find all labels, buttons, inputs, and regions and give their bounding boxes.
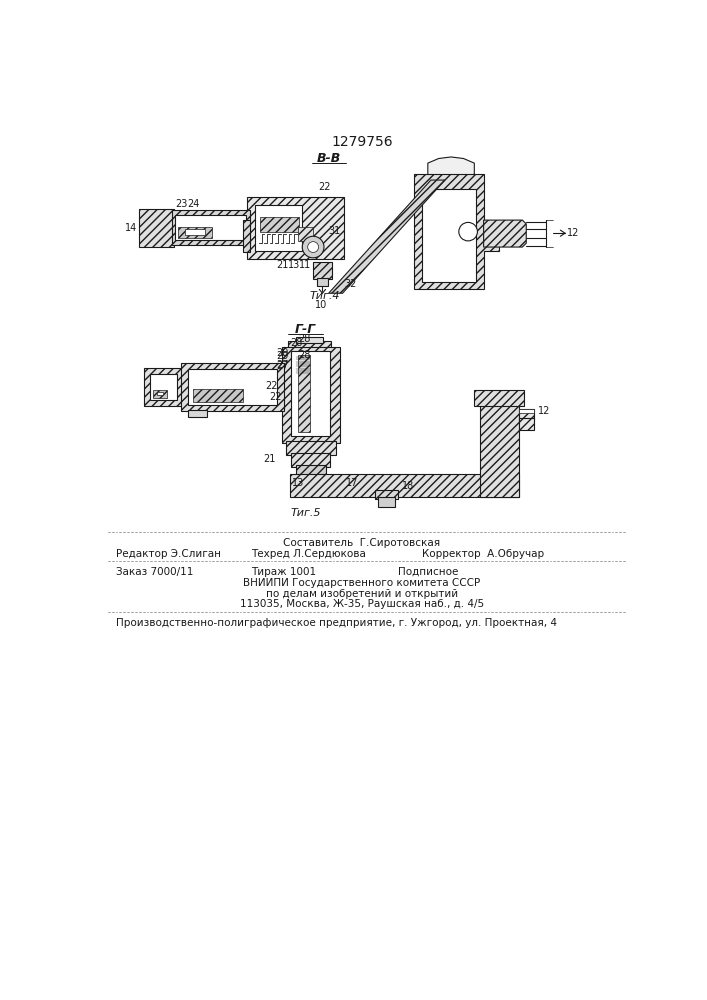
Bar <box>193 389 243 402</box>
Text: 32: 32 <box>344 279 356 289</box>
Circle shape <box>308 242 319 252</box>
Bar <box>185 229 204 235</box>
Bar <box>298 355 310 432</box>
Text: 12: 12 <box>538 406 550 416</box>
Text: 11: 11 <box>299 260 312 270</box>
Bar <box>151 374 177 400</box>
Text: Редактор Э.Слиган: Редактор Э.Слиган <box>115 549 221 559</box>
Text: 17: 17 <box>346 478 358 488</box>
Text: 21: 21 <box>276 260 288 270</box>
Text: 23: 23 <box>175 199 187 209</box>
Text: 29: 29 <box>276 351 288 361</box>
Bar <box>313 262 332 279</box>
Polygon shape <box>329 180 445 293</box>
Bar <box>182 363 284 411</box>
Circle shape <box>303 236 324 258</box>
Bar <box>177 227 212 238</box>
Text: Производственно-полиграфическое предприятие, г. Ужгород, ул. Проектная, 4: Производственно-полиграфическое предприя… <box>115 618 556 628</box>
Bar <box>296 337 323 343</box>
Text: 31: 31 <box>329 226 341 236</box>
Polygon shape <box>484 220 526 247</box>
Text: 1279756: 1279756 <box>331 135 393 149</box>
Text: 22: 22 <box>269 392 282 402</box>
Bar <box>298 227 313 241</box>
Text: 14: 14 <box>125 223 137 233</box>
Text: ВНИИПИ Государственного комитета СССР: ВНИИПИ Государственного комитета СССР <box>243 578 481 588</box>
Bar <box>243 220 250 252</box>
Bar <box>172 210 250 245</box>
Text: 22: 22 <box>266 381 279 391</box>
Bar <box>421 189 476 282</box>
Text: 29: 29 <box>276 348 288 358</box>
Text: Тираж 1001: Тираж 1001 <box>251 567 316 577</box>
Text: 28: 28 <box>298 350 311 360</box>
Bar <box>518 418 534 430</box>
Bar <box>518 409 534 413</box>
Bar <box>187 410 207 417</box>
Bar <box>296 354 310 376</box>
Bar <box>247 197 344 259</box>
Text: Техред Л.Сердюкова: Техред Л.Сердюкова <box>251 549 366 559</box>
Circle shape <box>459 222 477 241</box>
Text: 24: 24 <box>187 199 199 209</box>
Bar <box>139 209 174 247</box>
Polygon shape <box>414 174 499 289</box>
Text: по делам изобретений и открытий: по делам изобретений и открытий <box>266 589 458 599</box>
Text: 27: 27 <box>276 361 288 371</box>
Bar <box>291 351 330 436</box>
Text: 21: 21 <box>264 454 276 464</box>
Text: 13: 13 <box>291 478 304 488</box>
Text: 22: 22 <box>318 182 331 192</box>
Bar <box>255 205 301 251</box>
Bar <box>291 453 330 466</box>
Bar <box>317 278 328 286</box>
Text: Τиг.5: Τиг.5 <box>290 508 321 518</box>
Bar <box>286 441 337 455</box>
Bar <box>518 409 534 420</box>
Text: B-B: B-B <box>317 152 341 165</box>
Bar <box>474 389 524 406</box>
Text: 12: 12 <box>566 228 579 238</box>
Bar <box>288 341 331 355</box>
Text: 10: 10 <box>315 300 327 310</box>
Text: Подписное: Подписное <box>398 567 459 577</box>
Bar <box>156 392 163 395</box>
Bar <box>282 347 340 443</box>
Bar <box>260 217 299 232</box>
Text: 113035, Москва, Ж-35, Раушская наб., д. 4/5: 113035, Москва, Ж-35, Раушская наб., д. … <box>240 599 484 609</box>
Text: 28: 28 <box>298 334 311 344</box>
Polygon shape <box>428 157 474 180</box>
Bar <box>480 405 518 497</box>
Bar <box>296 465 325 477</box>
Text: 13: 13 <box>288 260 300 270</box>
Bar <box>375 490 398 499</box>
Bar <box>187 369 277 405</box>
Text: 27: 27 <box>276 360 288 370</box>
Bar <box>378 497 395 507</box>
Text: Составитель  Г.Сиротовская: Составитель Г.Сиротовская <box>284 538 440 548</box>
Text: Г-Г: Г-Г <box>295 323 316 336</box>
Text: 18: 18 <box>402 481 414 491</box>
Bar <box>290 474 518 497</box>
Bar <box>175 215 247 240</box>
Text: Корректор  А.Обручар: Корректор А.Обручар <box>421 549 544 559</box>
Bar <box>153 390 167 398</box>
Bar <box>144 368 183 406</box>
Text: Τиг.4: Τиг.4 <box>309 291 340 301</box>
Text: Заказ 7000/11: Заказ 7000/11 <box>115 567 193 577</box>
Text: 28: 28 <box>290 338 303 348</box>
